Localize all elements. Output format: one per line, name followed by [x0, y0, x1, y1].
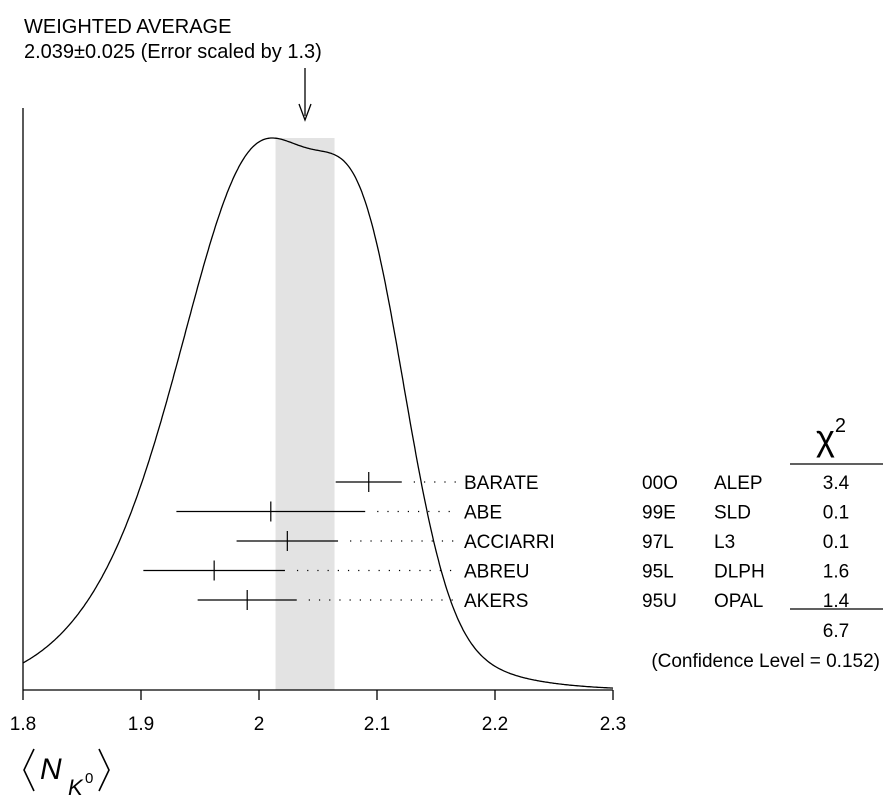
measurement-row: AKERS 95U OPAL 1.4: [197, 590, 850, 612]
chi2-value: 1.6: [823, 562, 849, 583]
chi2-value: 3.4: [823, 473, 850, 494]
author-label: BARATE: [464, 473, 539, 494]
average-band: [275, 138, 335, 690]
measurement-rows: BARATE 00O ALEP 3.4 ABE 99E SLD 0.1 ACCIARRI 97L L…: [143, 472, 850, 612]
author-label: ABREU: [464, 562, 529, 583]
x-tick-label: 2.1: [364, 714, 390, 735]
author-label: ACCIARRI: [464, 532, 555, 553]
chi2-value: 0.1: [823, 503, 849, 524]
measurement-row: ABE 99E SLD 0.1: [176, 501, 849, 524]
chi2-symbol: χ: [816, 417, 835, 458]
measurement-row: ABREU 95L DLPH 1.6: [143, 560, 849, 583]
xlabel-main: N: [40, 753, 62, 786]
reference-label: 95U: [642, 591, 677, 612]
ideogram-curve: [22, 137, 614, 689]
chart-subtitle: 2.039±0.025 (Error scaled by 1.3): [24, 41, 322, 63]
chi2-value: 0.1: [823, 532, 849, 553]
chi2-header: χ2: [816, 415, 846, 458]
average-arrow: [298, 68, 312, 122]
chi2-superscript: 2: [835, 415, 846, 437]
confidence-level: (Confidence Level = 0.152): [651, 651, 880, 672]
reference-label: 97L: [642, 532, 674, 553]
experiment-label: SLD: [714, 503, 751, 524]
experiment-label: OPAL: [714, 591, 763, 612]
experiment-label: ALEP: [714, 473, 763, 494]
x-tick-label: 1.8: [10, 714, 36, 735]
x-tick-label: 1.9: [128, 714, 154, 735]
xlabel-sub: K: [68, 775, 84, 799]
measurement-row: BARATE 00O ALEP 3.4: [335, 472, 850, 494]
chart-title: WEIGHTED AVERAGE: [24, 16, 231, 38]
reference-label: 95L: [642, 562, 674, 583]
xlabel-sup: 0: [85, 770, 93, 787]
x-axis-label: N K 0: [23, 748, 110, 799]
measurement-row: ACCIARRI 97L L3 0.1: [236, 531, 849, 553]
experiment-label: L3: [714, 532, 735, 553]
x-ticks: 1.8 1.9 2 2.1 2.2 2.3: [10, 690, 626, 735]
x-tick-label: 2: [254, 714, 265, 735]
reference-label: 00O: [642, 473, 678, 494]
x-tick-label: 2.2: [482, 714, 508, 735]
chi2-total: 6.7: [823, 621, 849, 642]
experiment-label: DLPH: [714, 562, 765, 583]
reference-label: 99E: [642, 503, 676, 524]
author-label: ABE: [464, 503, 502, 524]
x-tick-label: 2.3: [600, 714, 626, 735]
chi2-value: 1.4: [823, 591, 850, 612]
author-label: AKERS: [464, 591, 528, 612]
